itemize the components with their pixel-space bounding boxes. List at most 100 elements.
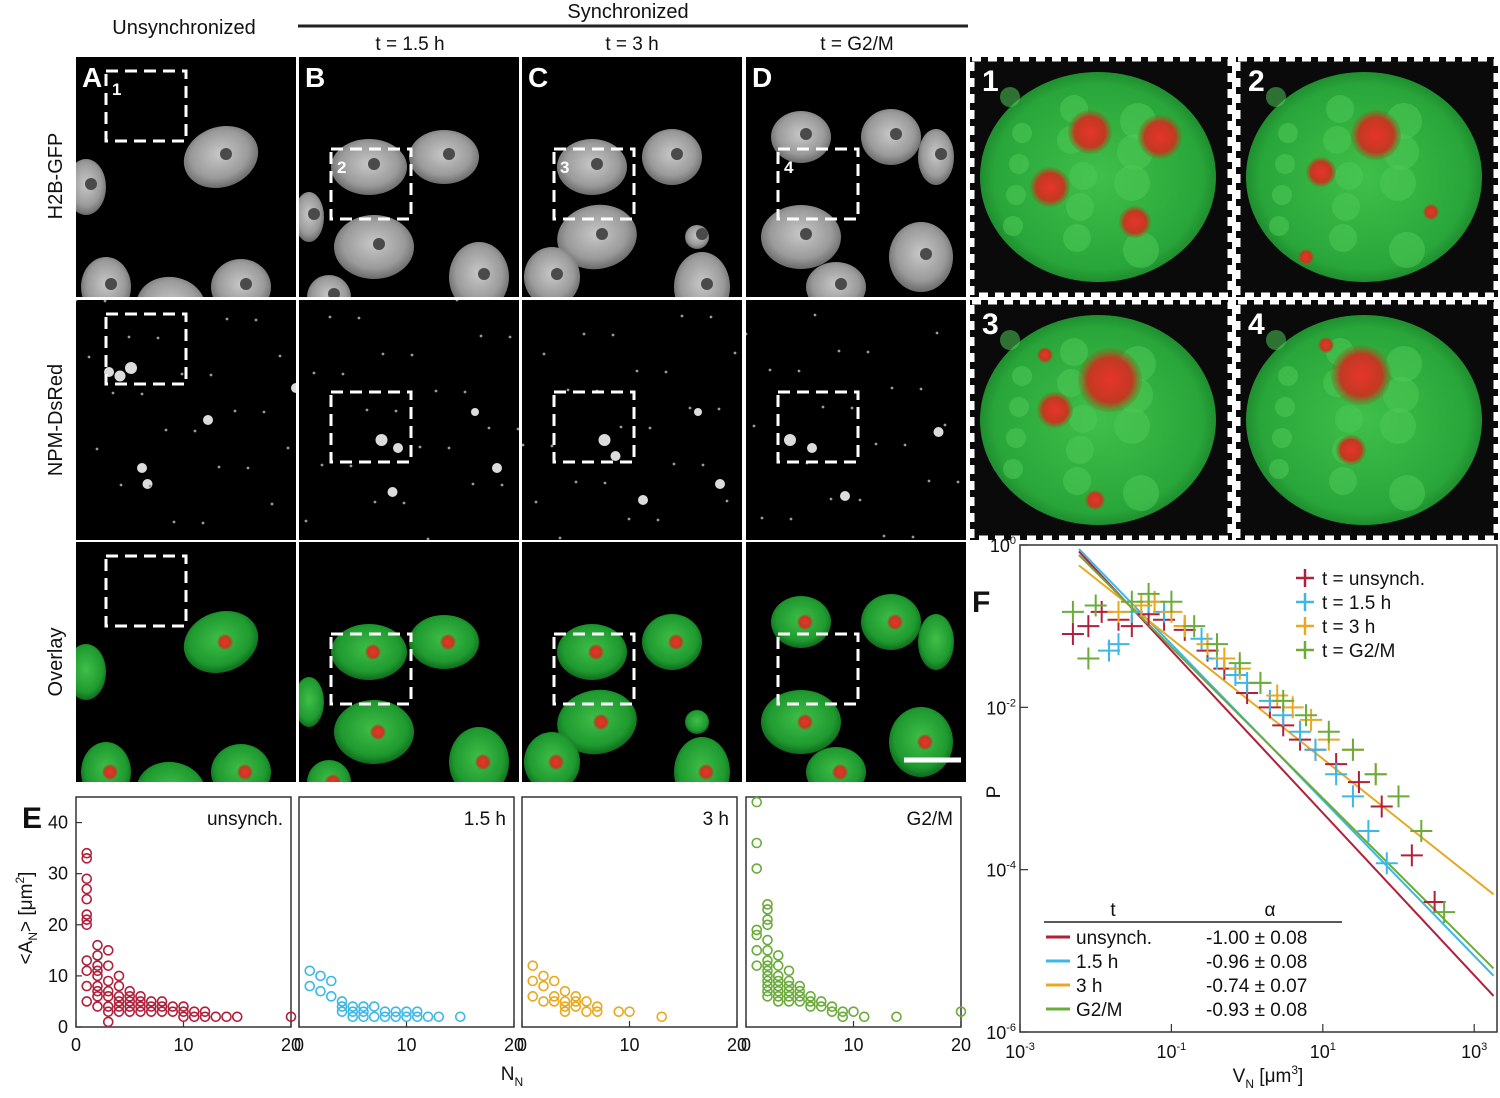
panel-e-point xyxy=(624,1006,635,1017)
zoom-border xyxy=(1235,299,1499,541)
panel-e-subplot-2: 3 h 0 10 20 xyxy=(517,796,747,1055)
panel-f-point xyxy=(1295,704,1318,727)
npm-speck xyxy=(746,332,748,336)
panel-e-point xyxy=(102,1001,114,1012)
npm-speck xyxy=(768,368,772,372)
npm-spot xyxy=(142,479,153,489)
panel-f-point xyxy=(1160,590,1183,613)
micro-panel-1-2 xyxy=(299,542,519,782)
panel-f-table-alpha: -0.93 ± 0.08 xyxy=(1206,1000,1307,1021)
panel-e-point xyxy=(762,985,773,997)
npm-speck xyxy=(426,537,430,540)
micro-panel-bg xyxy=(522,300,742,540)
panel-f-ytick-label: 10-2 xyxy=(986,697,1016,718)
panel-e-point xyxy=(113,980,125,992)
panel-e-xtick-label: 10 xyxy=(173,1035,193,1055)
nucleus xyxy=(307,760,351,782)
nucleus xyxy=(918,614,954,670)
npm-speck xyxy=(752,424,756,428)
zoom-nucleolus xyxy=(1030,167,1070,207)
zoom-nucleolus xyxy=(1037,347,1053,363)
npm-spot xyxy=(784,434,796,446)
micro-panel-0-1 xyxy=(76,300,296,540)
panel-f-fit-3 xyxy=(1078,554,1495,970)
nucleolus-red xyxy=(797,614,813,630)
npm-speck xyxy=(680,314,684,318)
micro-panel-3-2 xyxy=(746,542,966,782)
panel-letter-d: D xyxy=(752,62,772,93)
panel-e-point xyxy=(815,1001,827,1012)
nucleolus-red xyxy=(668,634,684,650)
npm-spot xyxy=(840,491,850,501)
npm-spot xyxy=(638,495,648,505)
panel-f-point xyxy=(1347,771,1370,794)
npm-speck xyxy=(87,355,91,359)
panel-e-point xyxy=(751,945,763,956)
panel-e-point xyxy=(772,950,784,961)
panel-e-point xyxy=(794,985,806,997)
panel-f-table-alpha: -1.00 ± 0.08 xyxy=(1206,928,1307,949)
panel-e-point xyxy=(325,991,337,1002)
npm-speck xyxy=(140,392,144,396)
panel-e-point xyxy=(783,996,795,1007)
panel-e-point xyxy=(188,1006,200,1017)
micro-panel-2-1 xyxy=(522,300,742,540)
zoom-nucleus xyxy=(1246,315,1482,525)
panel-e-point xyxy=(762,991,773,1002)
panel-e-point xyxy=(837,1006,849,1017)
panel-e-point xyxy=(422,1011,434,1023)
zoom-border xyxy=(969,56,1233,298)
zoom-texture xyxy=(1329,224,1357,252)
roi-label-2: 2 xyxy=(337,158,346,177)
zoom-texture xyxy=(1278,123,1298,143)
npm-speck xyxy=(850,406,854,410)
zoom-panel-1: 1 xyxy=(969,56,1233,298)
panel-e-point xyxy=(102,1006,114,1017)
zoom-texture xyxy=(1335,405,1363,433)
npm-speck xyxy=(463,390,467,394)
column-time-c: t = 3 h xyxy=(605,34,658,55)
roi-box xyxy=(104,69,188,143)
panel-e-point xyxy=(772,975,784,987)
panel-e-point xyxy=(347,1001,359,1012)
nucleolus-dark xyxy=(373,238,385,250)
npm-speck xyxy=(717,407,721,411)
panel-e-point xyxy=(81,909,93,920)
panel-e-point xyxy=(113,1006,125,1017)
panel-e-ytick-label: 10 xyxy=(48,966,68,986)
npm-speck xyxy=(611,333,615,337)
zoom-border xyxy=(969,299,1233,541)
panel-e-xlabel: NN xyxy=(501,1064,523,1089)
panel-e-point xyxy=(102,945,114,956)
panel-e-point xyxy=(783,985,795,997)
panel-e-point xyxy=(751,863,763,874)
zoom-texture xyxy=(1012,123,1032,143)
panel-e-point xyxy=(751,837,763,849)
panel-e-point xyxy=(527,960,539,971)
panel-e-point xyxy=(762,965,773,977)
panel-e-subplot-label-1: 1.5 h xyxy=(464,809,506,830)
panel-e-point xyxy=(81,980,93,992)
panel-e-xtick-label: 20 xyxy=(951,1035,971,1055)
panel-e-point xyxy=(81,873,93,885)
roi-box xyxy=(776,390,860,464)
panel-f-point xyxy=(1410,819,1433,842)
panel-e-point xyxy=(527,975,539,987)
npm-speck xyxy=(381,352,385,356)
npm-speck xyxy=(664,370,668,374)
panel-f-xtick-label: 10-3 xyxy=(1005,1041,1035,1062)
panel-e-point xyxy=(358,1001,369,1012)
npm-speck xyxy=(603,481,607,485)
npm-speck xyxy=(701,463,705,467)
zoom-texture xyxy=(1057,369,1085,397)
zoom-texture xyxy=(1000,330,1020,350)
micro-panel-1-1 xyxy=(299,300,519,540)
npm-speck xyxy=(328,315,332,319)
panel-e-point xyxy=(390,1006,402,1017)
npm-speck xyxy=(111,391,115,395)
panel-e-point xyxy=(548,975,560,987)
panel-e-subplot-1: 1.5 h 0 10 20 xyxy=(294,796,524,1055)
npm-speck xyxy=(479,334,483,338)
panel-e-point xyxy=(221,1011,232,1023)
panel-f-table-name: 3 h xyxy=(1076,976,1102,997)
